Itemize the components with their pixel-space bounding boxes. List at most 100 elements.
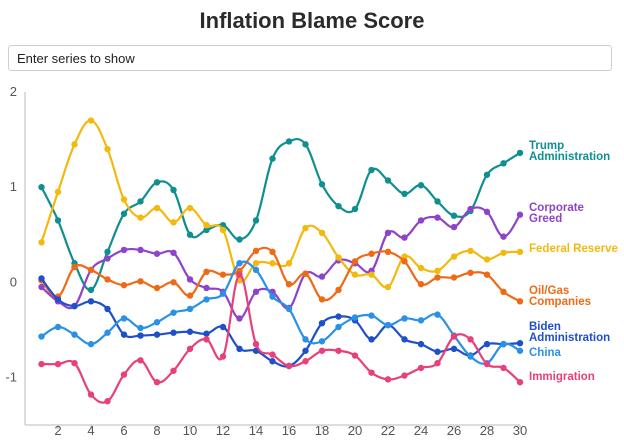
data-point-federal-reserve <box>516 248 524 256</box>
series-label-trump-administration: Administration <box>529 151 610 163</box>
data-point-china <box>302 336 309 343</box>
data-point-immigration <box>120 371 128 378</box>
data-point-corporate-greed <box>104 255 111 262</box>
data-point-biden-administration <box>335 313 342 320</box>
data-point-biden-administration <box>170 329 177 336</box>
data-point-immigration <box>54 360 62 368</box>
data-point-biden-administration <box>219 323 227 331</box>
data-point-immigration <box>434 359 441 367</box>
data-point-corporate-greed <box>186 276 194 283</box>
data-point-oil-gas-companies <box>153 284 161 292</box>
data-point-china <box>384 321 392 329</box>
data-point-corporate-greed <box>401 234 408 241</box>
data-point-china <box>120 315 128 322</box>
series-label-corporate-greed: Corporate <box>529 202 584 214</box>
data-point-china <box>269 293 276 300</box>
data-point-immigration <box>170 367 177 374</box>
data-point-china <box>203 296 210 303</box>
chart-title: Inflation Blame Score <box>199 8 425 33</box>
data-point-trump-administration <box>384 177 392 184</box>
x-tick-label: 16 <box>282 423 296 438</box>
data-point-federal-reserve <box>384 283 392 291</box>
series-search-input[interactable] <box>8 45 612 71</box>
data-point-oil-gas-companies <box>252 247 260 255</box>
data-point-immigration <box>87 391 95 398</box>
data-point-oil-gas-companies <box>368 250 375 257</box>
data-point-federal-reserve <box>186 204 194 212</box>
data-point-china <box>285 305 293 313</box>
y-tick-label: 0 <box>10 274 17 289</box>
data-point-oil-gas-companies <box>500 288 507 295</box>
data-point-corporate-greed <box>170 249 177 256</box>
data-point-oil-gas-companies <box>302 270 309 277</box>
data-point-oil-gas-companies <box>87 266 95 274</box>
x-tick-label: 8 <box>153 423 160 438</box>
data-point-biden-administration <box>516 339 524 347</box>
data-point-oil-gas-companies <box>71 263 78 271</box>
data-point-immigration <box>467 336 474 343</box>
y-tick-label: 2 <box>10 84 17 99</box>
data-point-biden-administration <box>186 328 194 335</box>
data-point-oil-gas-companies <box>401 258 408 265</box>
data-point-corporate-greed <box>434 214 441 221</box>
data-point-federal-reserve <box>368 271 375 278</box>
data-point-immigration <box>186 345 194 353</box>
series-label-oil-gas-companies: Oil/Gas <box>529 285 569 297</box>
data-point-immigration <box>368 369 375 376</box>
data-point-immigration <box>285 362 293 370</box>
data-point-oil-gas-companies <box>434 274 441 281</box>
series-line-biden-administration <box>40 277 522 368</box>
data-point-biden-administration <box>54 296 62 303</box>
data-point-immigration <box>500 364 507 372</box>
data-point-trump-administration <box>170 186 177 194</box>
data-point-corporate-greed <box>384 229 392 237</box>
x-tick-label: 30 <box>513 423 527 438</box>
data-point-federal-reserve <box>483 256 491 263</box>
data-point-federal-reserve <box>71 141 78 148</box>
data-point-immigration <box>302 358 309 365</box>
data-point-china <box>137 324 144 332</box>
data-point-immigration <box>219 353 227 360</box>
data-point-corporate-greed <box>467 205 474 213</box>
data-point-immigration <box>269 351 276 358</box>
data-point-federal-reserve <box>153 204 161 212</box>
data-point-china <box>500 340 507 348</box>
data-point-biden-administration <box>120 331 128 338</box>
data-point-trump-administration <box>335 202 342 210</box>
x-tick-label: 10 <box>183 423 197 438</box>
data-point-oil-gas-companies <box>269 248 276 256</box>
data-point-immigration <box>516 378 524 386</box>
series-line-immigration <box>40 273 522 404</box>
series-label-corporate-greed: Greed <box>529 213 562 225</box>
data-point-federal-reserve <box>87 117 95 124</box>
data-point-trump-administration <box>285 138 293 145</box>
data-point-oil-gas-companies <box>170 279 177 286</box>
x-tick-label: 2 <box>54 423 61 438</box>
data-point-biden-administration <box>71 302 78 310</box>
data-point-federal-reserve <box>318 229 326 237</box>
data-point-trump-administration <box>186 231 194 238</box>
data-point-immigration <box>401 372 408 379</box>
data-point-oil-gas-companies <box>335 286 342 294</box>
data-point-immigration <box>153 378 161 386</box>
data-point-federal-reserve <box>335 254 342 261</box>
data-point-oil-gas-companies <box>137 278 144 285</box>
data-point-immigration <box>137 357 144 364</box>
data-point-trump-administration <box>54 217 62 224</box>
data-point-china <box>351 314 359 321</box>
data-point-trump-administration <box>351 205 359 213</box>
data-point-biden-administration <box>236 345 243 353</box>
data-point-federal-reserve <box>219 226 227 234</box>
data-point-oil-gas-companies <box>417 280 425 288</box>
data-point-federal-reserve <box>137 214 144 221</box>
data-point-immigration <box>38 360 45 368</box>
data-point-trump-administration <box>252 217 260 224</box>
data-point-china <box>186 305 194 313</box>
x-tick-label: 14 <box>249 423 263 438</box>
data-point-corporate-greed <box>120 246 128 254</box>
x-tick-label: 12 <box>216 423 230 438</box>
data-point-federal-reserve <box>203 222 210 229</box>
data-point-immigration <box>417 364 425 372</box>
x-tick-label: 20 <box>348 423 362 438</box>
data-point-trump-administration <box>137 198 144 205</box>
